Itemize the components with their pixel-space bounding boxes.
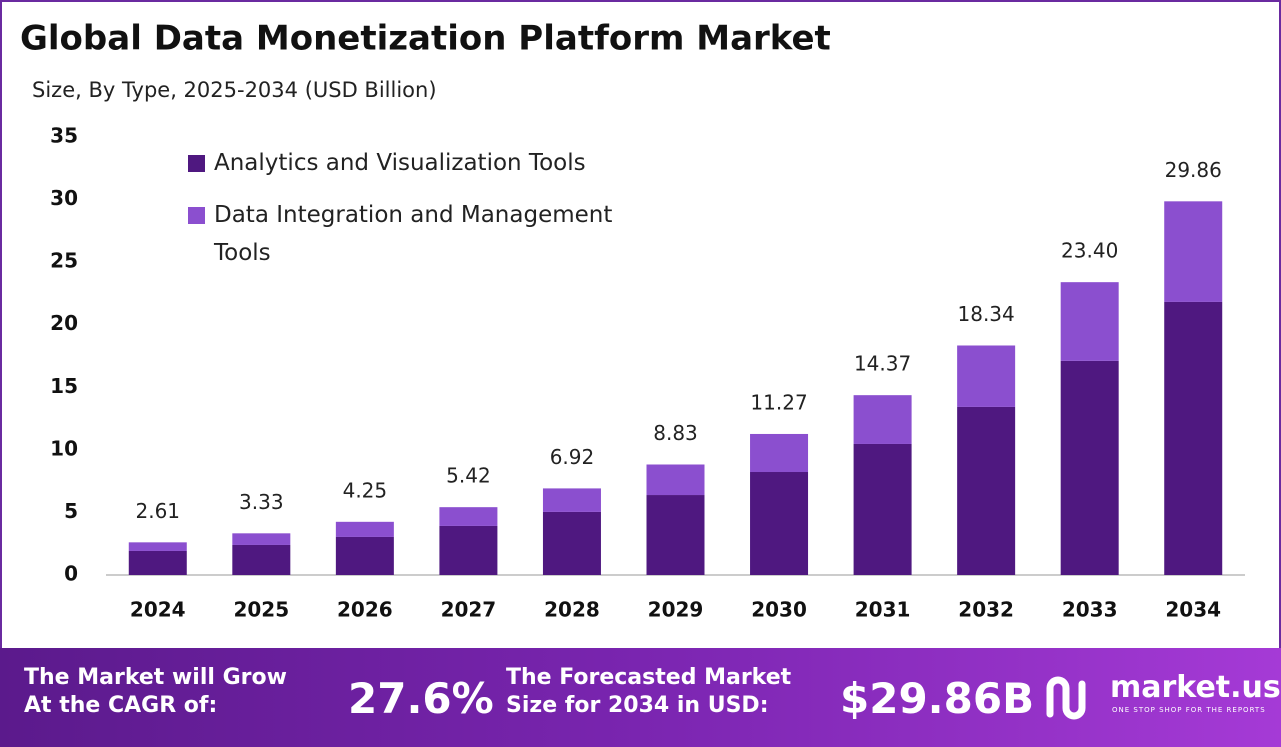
bar-segment [439,507,498,526]
total-label: 5.42 [446,464,491,488]
bar-segment [1060,360,1119,575]
bar-segment [957,345,1016,407]
legend-label: Data Integration and Management Tools [214,202,613,266]
legend-item: Data Integration and Management Tools [188,196,658,272]
bar-segment [853,395,912,444]
x-tick-label: 2024 [130,598,186,622]
x-tick-label: 2027 [441,598,497,622]
x-tick-label: 2032 [958,598,1014,622]
bar-segment [542,511,601,575]
bar-segment [128,550,187,575]
bar-segment [646,495,705,575]
cagr-value: 27.6% [348,674,494,723]
total-label: 4.25 [343,478,388,502]
brand-icon [1046,676,1086,720]
brand: market.us [1110,670,1281,705]
text-line: The Forecasted Market [506,665,792,690]
total-label: 8.83 [653,421,698,445]
bar-segment [542,488,601,512]
y-tick-label: 25 [50,249,78,273]
x-tick-label: 2026 [337,598,393,622]
total-label: 23.40 [1061,239,1118,263]
bar-segment [439,525,498,575]
total-label: 14.37 [854,352,911,376]
bar-segment [232,533,291,545]
bar-segment [957,406,1016,575]
legend-swatch [188,207,205,224]
bar-segment [646,464,705,496]
forecast-text: The Forecasted Market Size for 2034 in U… [506,664,791,720]
bar-segment [1164,301,1223,575]
bar-segment [128,542,187,551]
legend-label: Analytics and Visualization Tools [214,150,586,176]
x-tick-label: 2030 [751,598,807,622]
y-tick-label: 15 [50,374,78,398]
cagr-text: The Market will Grow At the CAGR of: [24,664,287,720]
bar-segment [232,544,291,575]
bar-segment [1164,201,1223,302]
footer: The Market will Grow At the CAGR of: 27.… [0,648,1281,747]
legend-item: Analytics and Visualization Tools [188,144,658,182]
total-label: 2.61 [136,499,181,523]
x-tick-label: 2028 [544,598,600,622]
frame [0,0,1281,648]
y-tick-label: 0 [64,562,78,586]
total-label: 29.86 [1165,158,1222,182]
text-line: At the CAGR of: [24,693,218,718]
bar-segment [750,433,809,473]
x-tick-label: 2033 [1062,598,1118,622]
bar-segment [335,521,394,537]
legend-swatch [188,155,205,172]
chart-subtitle: Size, By Type, 2025-2034 (USD Billion) [32,78,437,102]
y-tick-label: 10 [50,436,78,460]
bar-segment [1060,282,1119,361]
text-line: Size for 2034 in USD: [506,693,769,718]
y-tick-label: 35 [50,124,78,148]
forecast-value: $29.86B [840,674,1035,723]
x-tick-label: 2031 [855,598,911,622]
x-tick-label: 2025 [233,598,289,622]
bar-segment [853,443,912,575]
total-label: 18.34 [958,302,1015,326]
total-label: 3.33 [239,490,284,514]
x-tick-label: 2029 [648,598,704,622]
total-label: 6.92 [550,445,595,469]
total-label: 11.27 [750,390,807,414]
text-line: The Market will Grow [24,665,287,690]
tagline: ONE STOP SHOP FOR THE REPORTS [1112,706,1266,714]
bar-segment [335,536,394,575]
bar-segment [750,472,809,575]
x-tick-label: 2034 [1165,598,1221,622]
y-tick-label: 30 [50,186,78,210]
legend: Analytics and Visualization Tools Data In… [188,144,658,286]
y-tick-label: 5 [64,499,78,523]
y-tick-label: 20 [50,311,78,335]
chart: Global Data Monetization Platform Market… [0,0,1281,648]
chart-title: Global Data Monetization Platform Market [20,19,831,59]
